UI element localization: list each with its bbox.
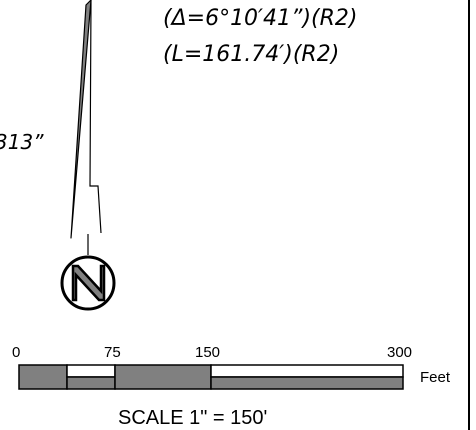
scale-segment-37-75-bottom <box>66 376 116 390</box>
curve-length-label: (L=161.74′)(R2) <box>163 42 339 67</box>
scale-segment-150-300-bottom <box>210 376 404 390</box>
scale-caption: SCALE 1" = 150' <box>118 407 267 429</box>
scale-tick-label-300: 300 <box>387 344 412 361</box>
scale-tick-label-75: 75 <box>104 344 121 361</box>
scale-tick-label-0: 0 <box>12 344 20 361</box>
curve-delta-label: (Δ=6°10′41”)(R2) <box>163 6 357 31</box>
scale-segment-75-150 <box>114 364 212 390</box>
north-arrow-needle <box>70 0 92 239</box>
scale-tick-label-150: 150 <box>195 344 220 361</box>
n-letter-icon <box>71 264 106 302</box>
scale-segment-150-300-top <box>210 364 404 378</box>
north-arrow-half-barb <box>89 0 102 234</box>
bearing-label-fragment: 313” <box>0 130 44 154</box>
scale-unit-label: Feet <box>420 369 451 386</box>
scale-segment-37-75-top <box>66 364 116 378</box>
scale-segment-0-37-top <box>18 364 68 390</box>
north-arrow-icon <box>60 0 116 311</box>
scale-bar: 0 75 150 300 Feet SCALE 1" = 150' <box>12 344 451 429</box>
